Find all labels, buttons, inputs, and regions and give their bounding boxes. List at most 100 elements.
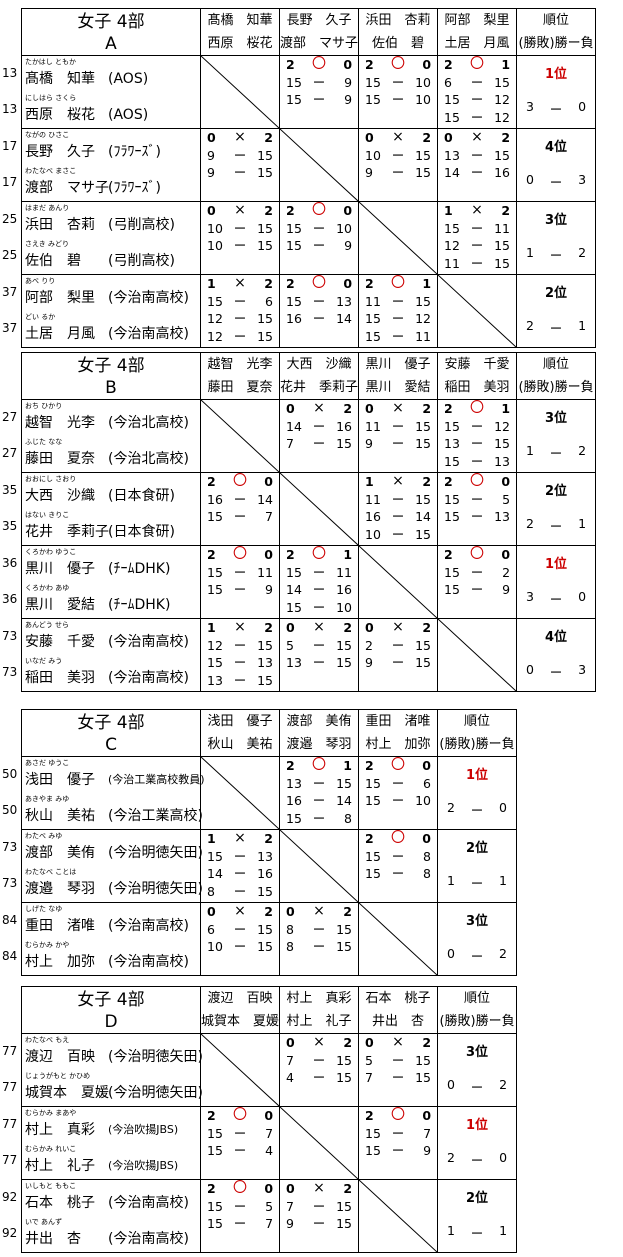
sets-lost: 0 (501, 474, 511, 489)
player-furigana: いで あんず (25, 1218, 63, 1226)
team-cell: 84 しげた なゆ 重田 渚唯 (今治南高校) 84 むらかみ かや 村上 加弥 (今治南高校… (2, 902, 201, 976)
points-against: 7 (265, 1216, 274, 1231)
seed-number: 73 (2, 629, 18, 643)
game-score: 12 ー 15 (201, 328, 279, 346)
points-for: 6 (444, 74, 452, 90)
record-separator: ー (549, 175, 563, 190)
points-against: 9 (344, 238, 353, 253)
game-score: 16 ー 14 (201, 491, 279, 509)
points-against: 15 (415, 526, 432, 542)
game-score: 16 ー 14 (280, 792, 358, 810)
score-separator: ー (233, 1125, 247, 1141)
score-separator: ー (233, 165, 247, 180)
points-for: 13 (444, 147, 460, 163)
win-mark-icon: 〇 (391, 56, 406, 72)
score-separator: ー (470, 220, 484, 236)
loss-mark-icon: × (234, 619, 246, 635)
game-score: 10 ー 15 (359, 526, 437, 544)
header-player-name: 藤田 夏奈 (207, 380, 273, 395)
player-name: 渡邉 琴羽 (25, 881, 95, 897)
points-against: 15 (415, 436, 432, 451)
points-against: 15 (336, 1216, 353, 1231)
game-score: 15 ー 9 (280, 74, 358, 92)
team-cell: 77 むらかみ まあや 村上 真彩 (今治吹揚JBS) 77 むらかみ れいこ 村上 礼子 (… (2, 1106, 201, 1180)
points-against: 15 (415, 147, 432, 163)
game-score: 15 ー 5 (201, 1198, 279, 1216)
group-header: 女子 4部 C (21, 709, 201, 757)
sets-lost: 2 (264, 904, 273, 919)
score-separator: ー (470, 491, 484, 507)
match-score: 1 × 2 (201, 830, 279, 848)
record-separator: ー (549, 446, 563, 461)
points-for: 11 (365, 491, 381, 507)
header-player-name: 黒川 優子 (365, 357, 431, 372)
header-player-name: 秋山 美祐 (207, 737, 273, 752)
player: 36 くろかわ ゆうこ 黒川 優子 (ﾁｰﾑDHK) (2, 546, 200, 582)
points-for: 16 (286, 793, 302, 808)
game-score: 15 ー 10 (359, 74, 437, 92)
game-score: 10 ー 15 (359, 147, 437, 165)
header-player-name: 浅田 優子 (207, 714, 273, 729)
points-for: 15 (444, 92, 460, 107)
match-score: 1 × 2 (359, 473, 437, 491)
points-against: 12 (494, 92, 511, 107)
game-score: 6 ー 15 (201, 921, 279, 939)
points-for: 15 (286, 74, 302, 90)
team-row: 77 わたなべ もえ 渡辺 百映 (今治明徳矢田) 77 じょうがもと かひめ 城賀本 夏媛… (2, 1033, 518, 1107)
player-name: 浅田 優子 (25, 772, 95, 788)
match-score: 0 × 2 (201, 903, 279, 921)
game-score: 13 ー 15 (280, 654, 358, 672)
match-score: 2 〇 0 (280, 56, 358, 74)
player-club: (今治工業高校教員) (108, 773, 205, 786)
player-name: 大西 沙織 (25, 488, 95, 504)
points-against: 15 (336, 939, 352, 954)
wins: 3 (526, 589, 534, 604)
player-club: (今治南高校) (108, 1231, 189, 1247)
game-score: 15 ー 11 (359, 328, 437, 346)
seed-number: 27 (2, 410, 18, 424)
match-score: 2 〇 1 (280, 757, 358, 775)
game-score: 12 ー 15 (201, 310, 279, 328)
team-cell: 77 わたなべ もえ 渡辺 百映 (今治明徳矢田) 77 じょうがもと かひめ 城賀本 夏媛… (2, 1033, 203, 1107)
points-for: 10 (365, 147, 381, 163)
match-score: 2 〇 1 (438, 400, 516, 418)
match-result-cell: 0 × 2 14 ー 16 7 ー 15 (278, 399, 360, 473)
player-club: (今治南高校) (108, 1195, 189, 1211)
game-score: 15 ー 10 (280, 220, 358, 238)
losses: 2 (578, 245, 587, 260)
points-against: 15 (415, 165, 432, 180)
match-result-cell: 0 × 2 2 ー 15 9 ー 15 (358, 618, 439, 692)
player: 13 にしはら さくら 西原 桜花 (AOS) (2, 92, 200, 128)
win-mark-icon: 〇 (312, 56, 326, 72)
sets-lost: 2 (264, 620, 273, 635)
score-separator: ー (233, 238, 247, 253)
win-mark-icon: 〇 (391, 1107, 406, 1123)
match-score: 1 × 2 (201, 275, 279, 293)
team-row: 92 いしもと ももこ 石本 桃子 (今治南高校) 92 いで あんず 井出 杏 (今治南高校… (2, 1179, 518, 1253)
team-row: 73 あんどう せら 安藤 千愛 (今治南高校) 73 いなだ みう 稲田 美羽 (今治南高校… (2, 618, 597, 692)
group-b-table: 女子 4部 B 越智 光李 藤田 夏奈 大西 沙織 花井 季莉子 黒川 優子 黒川 愛結 安藤 … (2, 352, 597, 692)
score-separator: ー (233, 637, 247, 653)
player-name: 井出 杏 (25, 1231, 81, 1247)
game-score: 6 ー 15 (438, 74, 516, 92)
match-score: 2 〇 0 (280, 275, 358, 293)
game-score: 15 ー 11 (201, 564, 279, 582)
match-result-cell: 2 〇 0 15 ー 8 15 ー 8 (358, 829, 438, 903)
match-score: 2 〇 0 (438, 546, 516, 564)
game-score: 15 ー 9 (438, 581, 516, 599)
points-against: 11 (415, 328, 432, 344)
points-for: 10 (207, 238, 223, 253)
sets-lost: 2 (422, 474, 432, 489)
opponent-header: 長野 久子 渡部 マサ子 (278, 8, 360, 56)
header-player-name: 髙橋 知華 (207, 13, 273, 28)
wins: 0 (526, 662, 534, 677)
seed-number: 25 (2, 212, 18, 226)
sets-lost: 1 (501, 401, 511, 416)
score-separator: ー (391, 509, 405, 524)
game-score: 15 ー 10 (359, 91, 437, 109)
seed-number: 73 (2, 665, 18, 679)
game-score: 15 ー 6 (359, 775, 437, 793)
player-club: (今治北高校) (108, 451, 189, 467)
